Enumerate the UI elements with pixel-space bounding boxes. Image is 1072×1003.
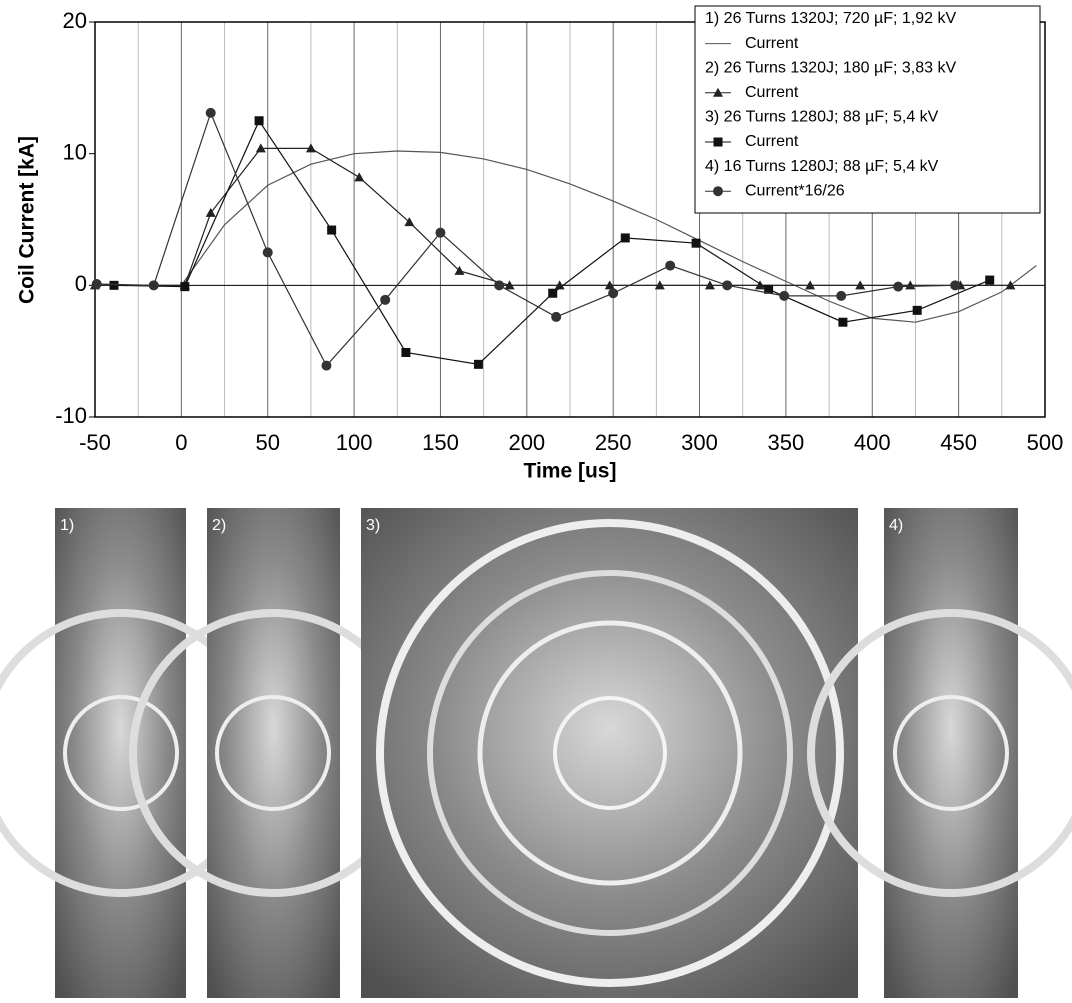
marker — [205, 207, 216, 217]
photo-label: 2) — [212, 517, 226, 534]
marker — [91, 279, 102, 290]
marker — [494, 280, 505, 291]
x-tick-label: 350 — [768, 430, 805, 455]
marker — [985, 275, 995, 285]
ring — [893, 695, 1009, 811]
ring — [427, 570, 793, 936]
marker — [608, 288, 619, 299]
legend-label: Current — [745, 35, 799, 52]
marker — [805, 280, 816, 290]
marker — [665, 260, 676, 271]
legend-label: Current*16/26 — [745, 182, 845, 199]
marker — [554, 280, 565, 290]
ring — [63, 695, 179, 811]
y-tick-label: 0 — [75, 271, 87, 296]
marker — [1005, 280, 1016, 290]
marker — [838, 317, 848, 327]
marker — [255, 143, 266, 153]
ring — [215, 695, 331, 811]
legend-label: Current — [745, 133, 799, 150]
y-tick-label: 20 — [63, 8, 87, 33]
marker — [454, 265, 465, 275]
marker — [713, 186, 723, 197]
y-axis-label: Coil Current [kA] — [16, 136, 39, 304]
marker — [836, 290, 847, 301]
legend-box — [694, 5, 1041, 214]
marker — [254, 116, 264, 126]
marker — [912, 305, 922, 315]
x-tick-label: 450 — [940, 430, 977, 455]
x-tick-label: 400 — [854, 430, 891, 455]
x-tick-label: 50 — [255, 430, 279, 455]
plot-frame — [94, 21, 1046, 418]
ring — [807, 609, 1072, 897]
x-tick-label: 300 — [681, 430, 718, 455]
legend-label: 4) 16 Turns 1280J; 88 µF; 5,4 kV — [705, 158, 939, 175]
marker — [722, 280, 733, 291]
marker — [604, 280, 615, 290]
marker — [654, 280, 665, 290]
marker — [893, 281, 904, 292]
photo-label: 4) — [889, 517, 903, 534]
marker — [404, 217, 415, 227]
marker — [548, 288, 558, 298]
legend-label: 3) 26 Turns 1280J; 88 µF; 5,4 kV — [705, 109, 939, 126]
photo — [207, 508, 340, 998]
marker — [950, 280, 961, 291]
marker — [504, 280, 515, 290]
legend-label: 1) 26 Turns 1320J; 720 µF; 1,92 kV — [705, 10, 956, 27]
photo — [884, 508, 1018, 998]
photo — [361, 508, 858, 998]
marker — [354, 172, 365, 182]
marker — [855, 280, 866, 290]
x-tick-label: 500 — [1027, 430, 1064, 455]
x-tick-label: 200 — [508, 430, 545, 455]
marker — [262, 247, 273, 258]
ring — [553, 696, 667, 810]
marker — [764, 284, 774, 294]
x-tick-label: 250 — [595, 430, 632, 455]
marker — [704, 280, 715, 290]
marker — [779, 290, 790, 301]
marker — [380, 294, 391, 305]
marker — [713, 87, 723, 97]
marker — [691, 238, 701, 248]
marker — [435, 227, 446, 238]
legend-label: 2) 26 Turns 1320J; 180 µF; 3,83 kV — [705, 59, 956, 76]
photo — [55, 508, 186, 998]
photos: 1) 2) 3) 4) — [0, 508, 1072, 998]
marker — [148, 280, 159, 291]
ring — [477, 620, 743, 886]
x-tick-label: 100 — [336, 430, 373, 455]
marker — [327, 225, 337, 235]
marker — [321, 360, 332, 371]
marker — [713, 137, 723, 147]
x-tick-label: 0 — [175, 430, 187, 455]
x-tick-label: -50 — [79, 430, 111, 455]
series-line — [95, 150, 1037, 323]
marker — [905, 280, 916, 290]
marker — [305, 143, 316, 153]
marker — [205, 107, 216, 118]
x-tick-label: 150 — [422, 430, 459, 455]
photo-label: 3) — [366, 517, 380, 534]
y-tick-label: 10 — [63, 139, 87, 164]
marker — [401, 347, 411, 357]
x-axis-label: Time [us] — [524, 460, 617, 483]
y-tick-label: -10 — [55, 403, 87, 428]
marker — [473, 359, 483, 369]
marker — [109, 280, 119, 290]
marker — [180, 282, 190, 292]
legend-label: Current — [745, 84, 799, 101]
marker — [755, 280, 765, 290]
photo-label: 1) — [60, 517, 74, 534]
ring — [376, 519, 844, 987]
marker — [551, 311, 562, 322]
marker — [620, 233, 630, 243]
series-line — [96, 111, 956, 367]
